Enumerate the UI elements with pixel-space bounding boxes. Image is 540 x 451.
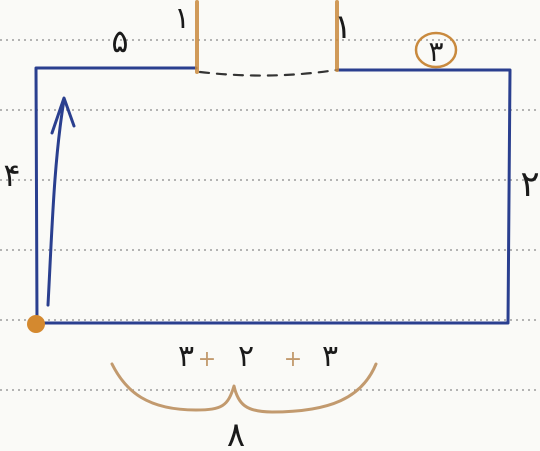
dashed-gap [198, 68, 338, 77]
top-tick-left-label: ۱ [174, 1, 190, 36]
gap-ticks [195, 0, 339, 74]
top-right-circled-label: ۳ [428, 35, 443, 68]
brace-total-label: ۸ [227, 415, 245, 451]
dot-icon [27, 315, 45, 333]
circle-mark [414, 31, 458, 69]
right-side-label: ۲ [520, 164, 539, 205]
curly-brace-icon [110, 362, 378, 414]
ruled-lines [0, 39, 540, 391]
rectangle-outline [34, 66, 512, 325]
arrow-shaft [46, 98, 66, 307]
rectangle-shape [34, 66, 512, 325]
bottom-plus-right: + [284, 347, 302, 372]
bottom-left-label: ۳ [178, 339, 194, 374]
left-side-label: ۴ [3, 156, 20, 194]
top-left-label: ۵ [111, 22, 128, 60]
bottom-middle-label: ۲ [238, 339, 254, 374]
bottom-plus-left: + [198, 347, 216, 372]
bottom-right-label: ۳ [322, 339, 338, 374]
up-arrow-icon [46, 96, 76, 307]
top-tick-right-label: ۱ [334, 7, 352, 47]
arrow-head [50, 96, 76, 135]
